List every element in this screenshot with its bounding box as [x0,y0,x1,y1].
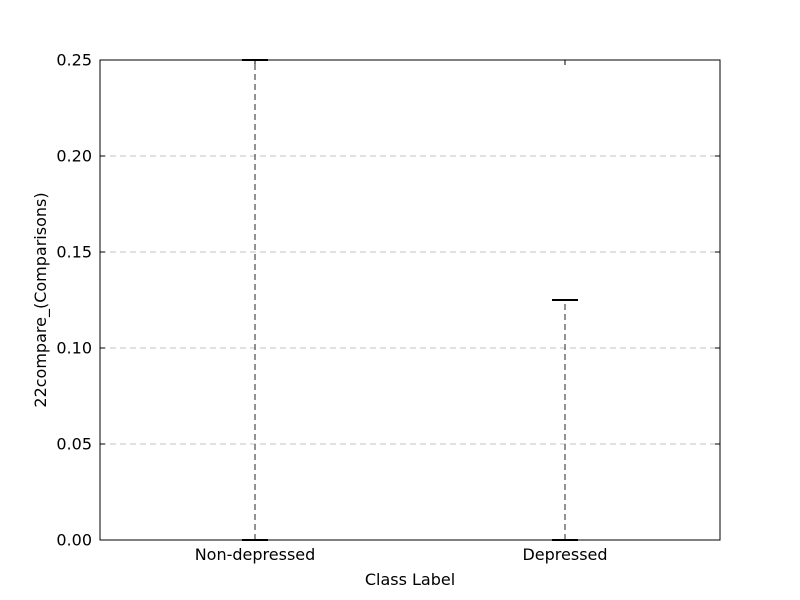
y-tick-label: 0.20 [56,147,92,166]
x-axis-ticks: Non-depressed Depressed [195,60,608,564]
y-axis-label: 22compare_(Comparisons) [31,192,51,407]
y-axis-ticks: 0.00 0.05 0.10 0.15 0.20 0.25 [56,51,720,550]
x-axis-label: Class Label [365,570,455,589]
box-elements [242,59,578,541]
y-tick-label: 0.25 [56,51,92,70]
y-tick-label: 0.05 [56,435,92,454]
y-tick-label: 0.15 [56,243,92,262]
x-tick-label: Non-depressed [195,545,316,564]
y-tick-label: 0.10 [56,339,92,358]
y-tick-label: 0.00 [56,531,92,550]
x-tick-label: Depressed [522,545,607,564]
plot-area-frame [99,59,721,541]
grid-lines [100,155,720,445]
